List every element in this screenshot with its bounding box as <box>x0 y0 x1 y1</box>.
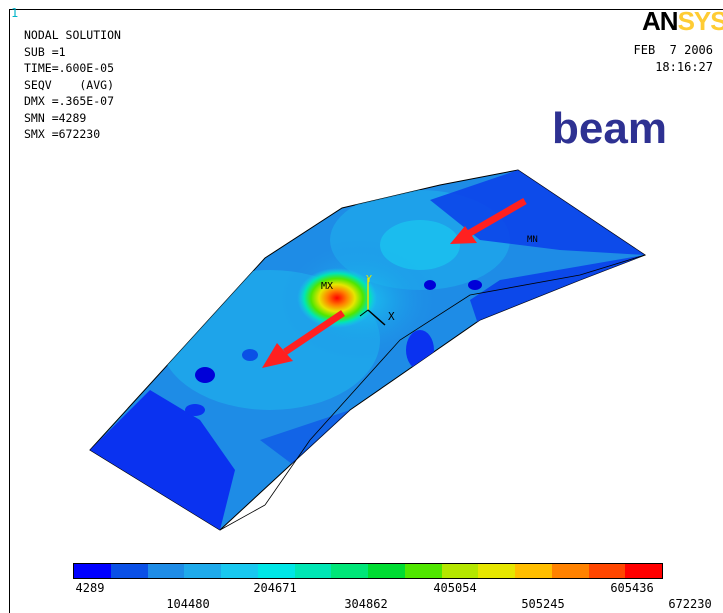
window-number: 1 <box>11 6 19 20</box>
time-text: 18:16:27 <box>655 60 713 74</box>
legend-color-swatch <box>515 564 552 578</box>
legend-color-swatch <box>625 564 662 578</box>
legend-color-swatch <box>331 564 368 578</box>
legend-color-swatch <box>257 564 295 578</box>
info-line: NODAL SOLUTION <box>24 28 121 42</box>
legend-color-swatch <box>404 564 442 578</box>
legend-tick-lower: 672230 <box>668 597 712 611</box>
ansys-logo: ANSYS <box>642 6 723 36</box>
legend-tick-lower: 304862 <box>344 597 388 611</box>
legend-color-swatch <box>441 564 479 578</box>
info-line: DMX =.365E-07 <box>24 94 115 108</box>
legend-color-swatch <box>184 564 221 578</box>
nodal-solution-info: NODAL SOLUTION SUB =1 TIME=.600E-05 SEQV… <box>24 27 121 143</box>
graphics-window-frame <box>9 9 723 613</box>
max-marker: MX <box>321 281 333 292</box>
legend-color-swatch <box>478 564 515 578</box>
legend-color-swatch <box>588 564 626 578</box>
legend-tick-upper: 204671 <box>253 581 297 595</box>
legend-color-swatch <box>221 564 258 578</box>
legend-color-swatch <box>110 564 148 578</box>
overlay-title: beam <box>552 104 667 153</box>
min-marker: MN <box>527 235 538 245</box>
legend-tick-lower: 505245 <box>521 597 565 611</box>
legend-color-swatch <box>74 564 111 578</box>
color-legend-bar <box>73 563 663 579</box>
info-line: SMN =4289 <box>24 110 87 125</box>
info-line: SUB =1 <box>24 44 66 59</box>
red-arrow-upper <box>450 197 527 244</box>
timestamp: FEB 7 2006 18:16:27 <box>634 42 713 76</box>
info-line: SMX =672230 <box>24 127 101 141</box>
legend-color-swatch <box>368 564 405 578</box>
legend-color-swatch <box>294 564 332 578</box>
legend-color-swatch <box>147 564 185 578</box>
legend-tick-upper: 605436 <box>610 581 654 595</box>
axis-triad <box>359 278 386 326</box>
legend-color-swatch <box>551 564 589 578</box>
red-arrow-lower <box>262 310 345 368</box>
legend-tick-upper: 405054 <box>433 581 477 595</box>
legend-tick-upper: 4289 <box>75 581 105 595</box>
info-line: TIME=.600E-05 <box>24 61 115 75</box>
legend-tick-lower: 104480 <box>166 597 210 611</box>
date-text: FEB 7 2006 <box>633 43 713 57</box>
axis-x-label: X <box>388 310 395 323</box>
axis-y-label: Y <box>366 274 372 285</box>
info-line: SEQV (AVG) <box>24 77 115 92</box>
